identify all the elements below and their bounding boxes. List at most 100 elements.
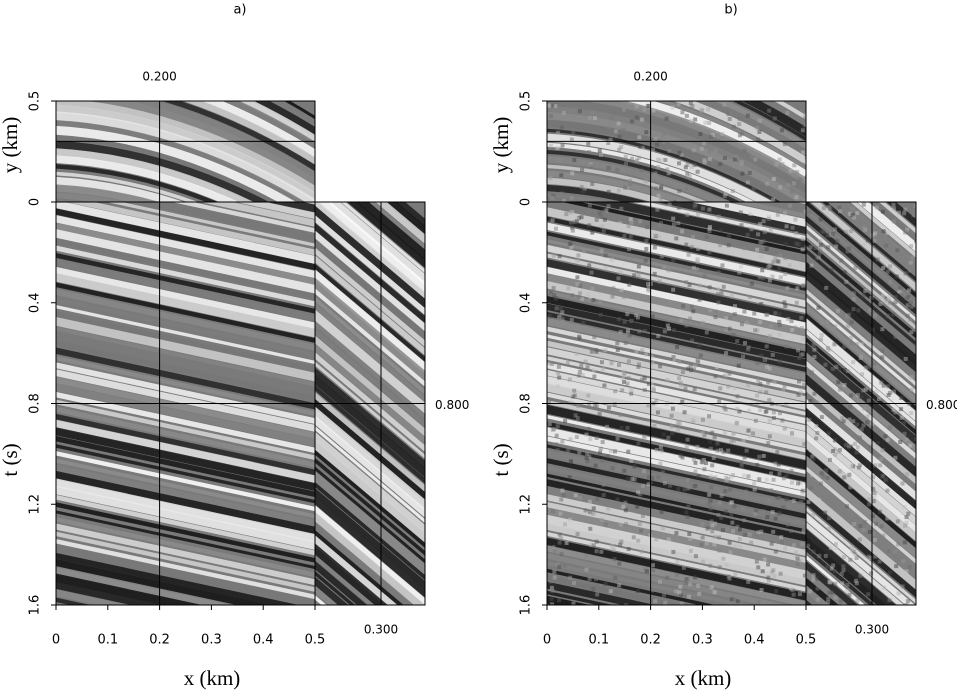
noise [575, 281, 580, 286]
noise [696, 474, 701, 479]
noise [723, 489, 728, 494]
noise [584, 567, 589, 572]
noise [786, 316, 791, 321]
event [547, 150, 741, 202]
noise [623, 185, 628, 190]
noise [741, 506, 746, 511]
noise [584, 554, 589, 559]
noise [548, 579, 553, 584]
noise [867, 342, 872, 347]
noise [800, 247, 805, 252]
noise [668, 483, 673, 488]
noise [726, 384, 731, 389]
noise [886, 295, 891, 300]
noise [893, 410, 898, 415]
noise [800, 128, 805, 133]
event [741, 101, 806, 137]
noise [753, 512, 758, 517]
noise [766, 265, 771, 270]
noise [808, 245, 813, 250]
event [547, 222, 806, 286]
noise [594, 217, 599, 222]
noise [737, 117, 742, 122]
noise [613, 575, 618, 580]
noise [903, 356, 908, 361]
noise [893, 455, 898, 460]
noise [551, 253, 556, 258]
noise [719, 515, 724, 520]
noise [622, 468, 627, 473]
event [56, 362, 315, 424]
noise [818, 245, 823, 250]
event [56, 458, 315, 519]
noise [646, 285, 651, 290]
noise [794, 231, 799, 236]
noise [560, 439, 565, 444]
event [547, 485, 806, 550]
noise [742, 148, 747, 153]
noise [764, 477, 769, 482]
noise [887, 598, 892, 603]
noise [684, 242, 689, 247]
noise [887, 297, 892, 302]
noise [804, 279, 806, 284]
noise [686, 504, 691, 509]
noise [899, 395, 904, 400]
noise [554, 306, 559, 311]
noise [868, 529, 873, 534]
noise [651, 386, 656, 391]
noise [766, 575, 771, 580]
noise [842, 344, 847, 349]
noise [866, 592, 871, 597]
noise [782, 142, 787, 147]
noise [599, 215, 604, 220]
noise [767, 334, 772, 339]
noise [819, 333, 824, 338]
noise [625, 328, 630, 333]
event [315, 255, 425, 356]
noise [547, 400, 552, 405]
noise [873, 554, 878, 559]
noise [789, 319, 794, 324]
noise [684, 510, 689, 515]
event [806, 261, 916, 366]
event [547, 553, 789, 605]
noise [699, 146, 704, 151]
noise [839, 258, 844, 263]
noise [695, 358, 700, 363]
event [315, 511, 425, 605]
event [547, 244, 806, 308]
noise [738, 210, 743, 215]
noise [762, 358, 767, 363]
noise [684, 581, 689, 586]
noise [865, 420, 870, 425]
noise [726, 243, 731, 248]
noise [811, 343, 816, 348]
noise [624, 161, 629, 166]
noise [708, 563, 713, 568]
noise [767, 498, 772, 503]
noise [757, 129, 762, 134]
noise [897, 286, 902, 291]
noise [899, 415, 904, 420]
noise [721, 450, 726, 455]
noise [639, 549, 644, 554]
event [315, 352, 425, 453]
panel-label: b) [724, 3, 737, 18]
noise [707, 285, 712, 290]
noise [753, 328, 758, 333]
noise [707, 229, 712, 234]
noise [603, 253, 608, 258]
noise [841, 555, 846, 560]
noise [873, 463, 878, 468]
noise [704, 234, 709, 239]
noise [570, 228, 575, 233]
noise [708, 439, 713, 444]
noise [563, 522, 568, 527]
event [547, 303, 806, 366]
event [56, 266, 315, 330]
noise [851, 360, 856, 365]
noise [874, 389, 879, 394]
noise [819, 415, 824, 420]
noise [893, 334, 898, 339]
